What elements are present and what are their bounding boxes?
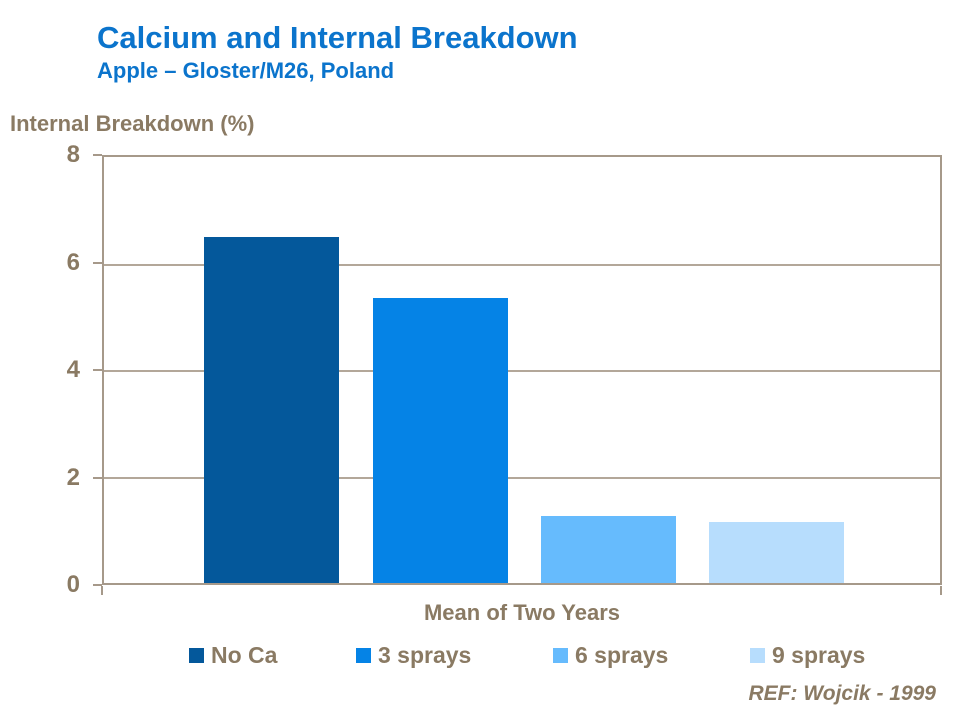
page-title: Calcium and Internal Breakdown — [97, 20, 578, 55]
legend-swatch-9-sprays — [750, 647, 765, 663]
bar-6-sprays — [541, 516, 676, 583]
y-tick-label: 4 — [66, 356, 80, 383]
y-tick-label: 0 — [66, 571, 80, 598]
legend-label: 9 sprays — [772, 642, 866, 668]
legend-swatch-6-sprays — [553, 647, 568, 663]
gridline — [104, 370, 940, 372]
y-tick-label: 2 — [66, 463, 80, 491]
y-axis-title: Internal Breakdown (%) — [10, 111, 255, 136]
y-tick-label: 6 — [66, 248, 80, 276]
y-tick-mark — [93, 154, 102, 156]
legend-label: 3 sprays — [378, 642, 472, 668]
x-tick-mark — [101, 586, 103, 595]
x-category-label: Mean of Two Years — [423, 600, 621, 625]
legend-item-no-ca: No Ca — [189, 641, 277, 669]
legend-label: No Ca — [211, 642, 278, 668]
reference-text: REF: Wojcik - 1999 — [748, 682, 936, 705]
gridline — [104, 476, 940, 479]
legend-item-9-sprays: 9 sprays — [750, 641, 865, 669]
plot-area — [102, 155, 942, 585]
legend-item-3-sprays: 3 sprays — [356, 641, 471, 669]
y-tick-mark — [93, 584, 102, 586]
bar-3-sprays — [373, 298, 508, 583]
bar-no-ca — [204, 236, 339, 583]
page-subtitle: Apple – Gloster/M26, Poland — [97, 58, 395, 83]
legend-label: 6 sprays — [575, 642, 669, 668]
x-tick-mark — [940, 586, 942, 595]
gridline — [104, 263, 940, 266]
y-tick-mark — [93, 261, 102, 264]
bar-9-sprays — [709, 521, 844, 583]
legend-swatch-no-ca — [189, 647, 204, 663]
chart-legend: No Ca 3 sprays 6 sprays 9 sprays — [0, 641, 960, 669]
y-tick-mark — [93, 476, 102, 479]
legend-swatch-3-sprays — [356, 647, 371, 663]
legend-item-6-sprays: 6 sprays — [553, 641, 668, 669]
y-tick-mark — [93, 369, 102, 371]
y-tick-label: 8 — [66, 141, 80, 168]
